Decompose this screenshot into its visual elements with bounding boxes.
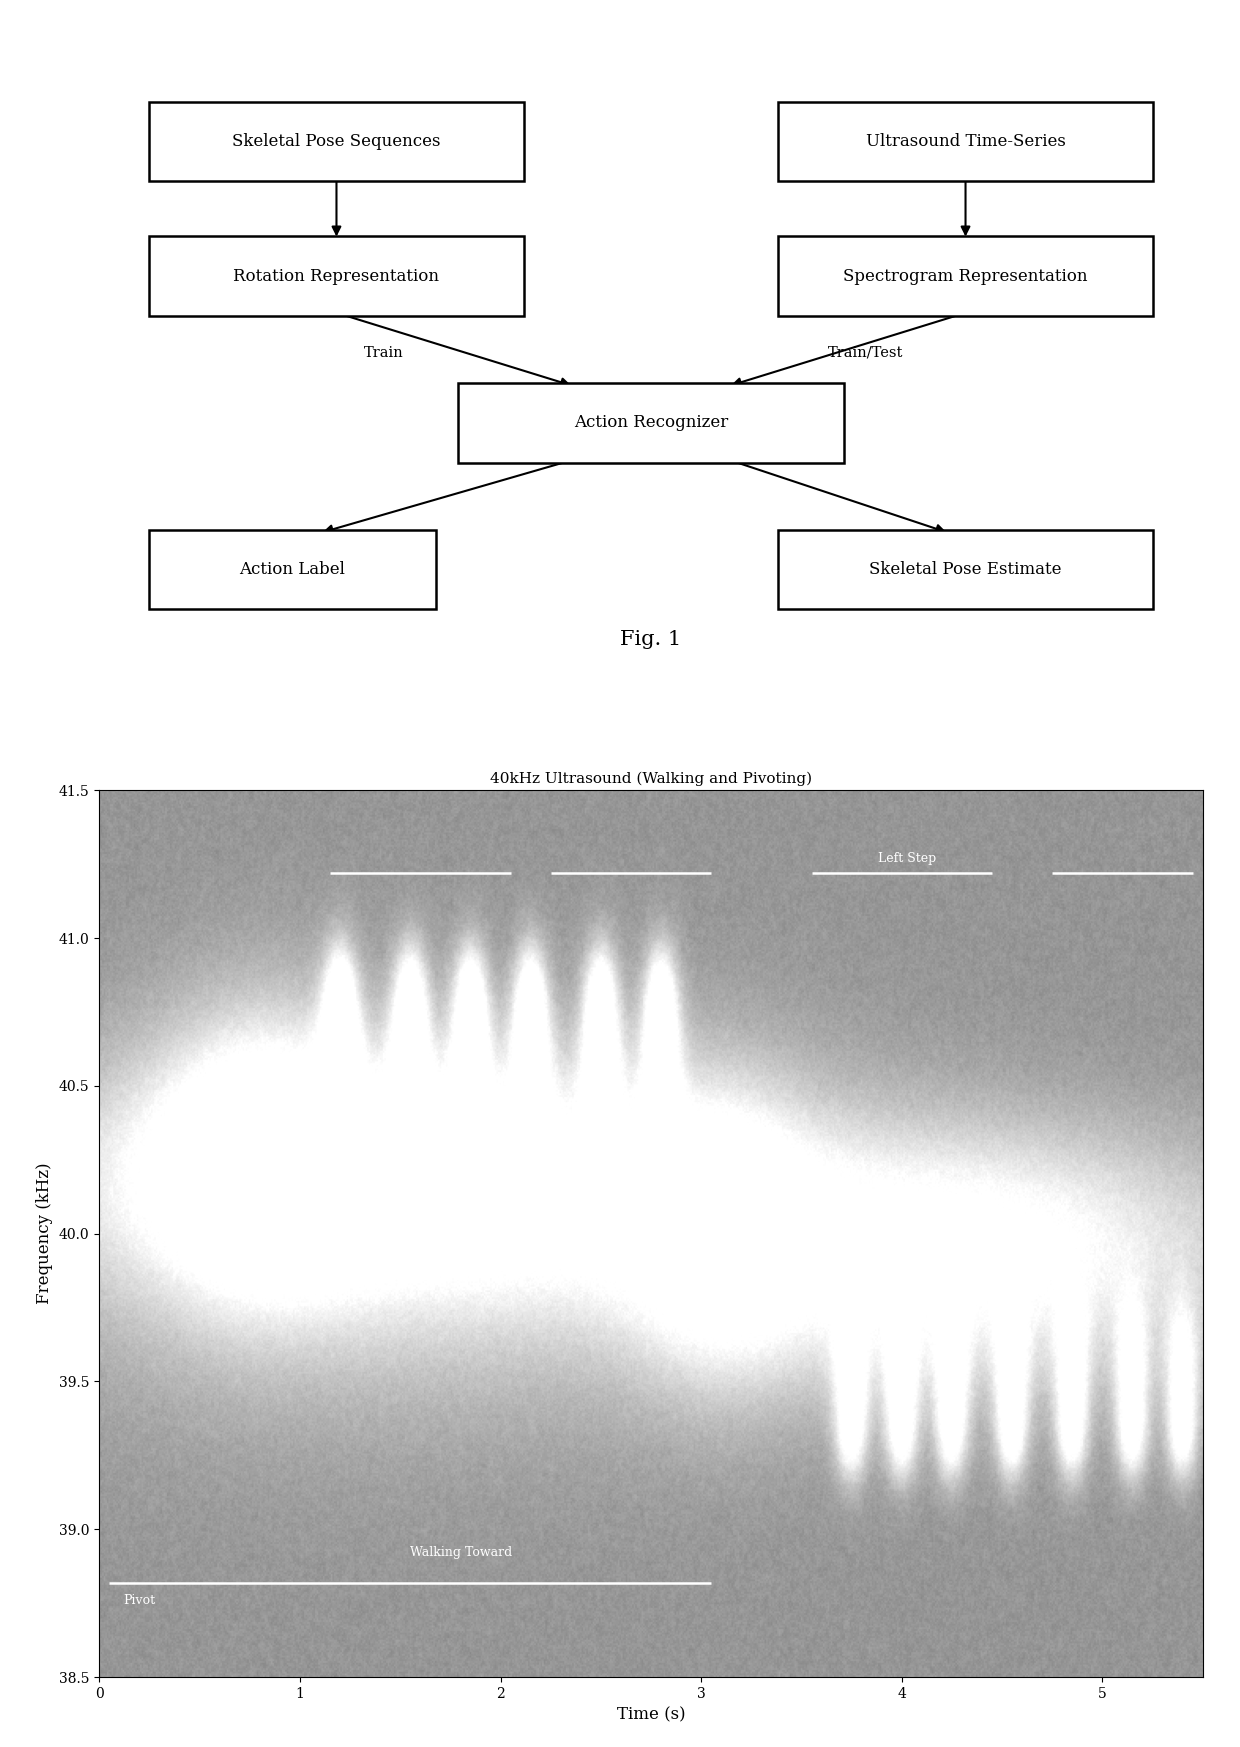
- FancyBboxPatch shape: [149, 101, 525, 182]
- Text: Rotation Representation: Rotation Representation: [233, 267, 439, 285]
- Text: Ultrasound Time-Series: Ultrasound Time-Series: [866, 133, 1065, 150]
- FancyBboxPatch shape: [458, 383, 844, 463]
- Text: Pivot: Pivot: [123, 1593, 155, 1607]
- X-axis label: Time (s): Time (s): [616, 1707, 686, 1723]
- FancyBboxPatch shape: [777, 236, 1153, 316]
- Text: Action Recognizer: Action Recognizer: [574, 414, 728, 432]
- Text: Left Step: Left Step: [878, 853, 936, 865]
- FancyBboxPatch shape: [777, 101, 1153, 182]
- FancyBboxPatch shape: [777, 529, 1153, 610]
- Text: Action Label: Action Label: [239, 561, 345, 578]
- Text: Train: Train: [365, 346, 404, 360]
- FancyBboxPatch shape: [149, 529, 435, 610]
- Text: Skeletal Pose Estimate: Skeletal Pose Estimate: [869, 561, 1061, 578]
- Text: Skeletal Pose Sequences: Skeletal Pose Sequences: [232, 133, 440, 150]
- FancyBboxPatch shape: [149, 236, 525, 316]
- Text: Train/Test: Train/Test: [827, 346, 903, 360]
- Y-axis label: Frequency (kHz): Frequency (kHz): [36, 1164, 53, 1305]
- Title: 40kHz Ultrasound (Walking and Pivoting): 40kHz Ultrasound (Walking and Pivoting): [490, 772, 812, 786]
- Text: Spectrogram Representation: Spectrogram Representation: [843, 267, 1087, 285]
- Text: Fig. 1: Fig. 1: [620, 631, 682, 650]
- Text: Walking Toward: Walking Toward: [410, 1546, 512, 1560]
